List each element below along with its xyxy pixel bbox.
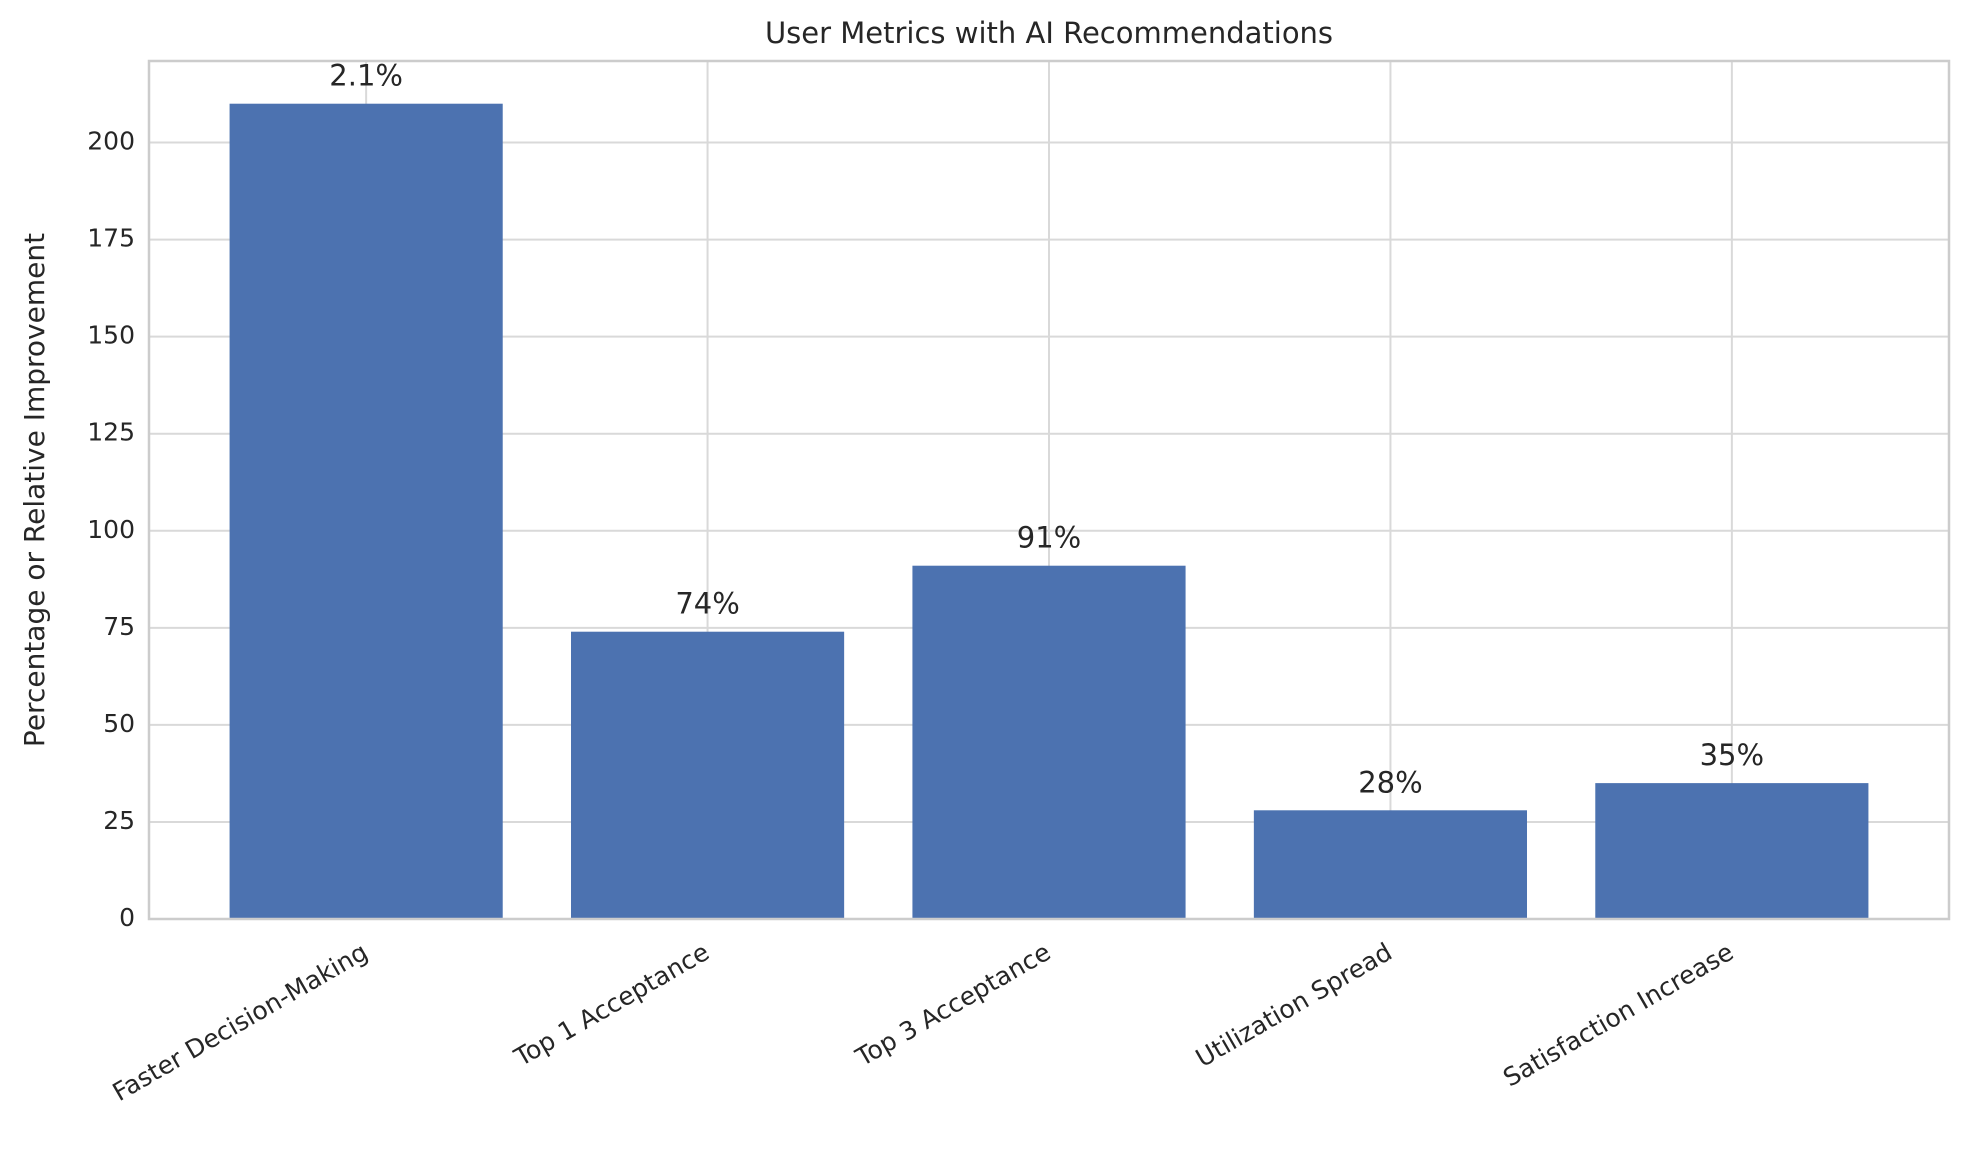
bar (1253, 810, 1527, 919)
value-label: 91% (1017, 521, 1081, 555)
value-label: 2.1% (329, 59, 403, 93)
y-tick-label: 125 (87, 418, 135, 447)
value-label: 74% (675, 587, 739, 621)
plot-frame (147, 59, 1951, 921)
x-tick-label: Top 3 Acceptance (850, 937, 1055, 1072)
bar (229, 103, 503, 920)
y-axis-label: Percentage or Relative Improvement (18, 233, 51, 747)
y-tick-label: 0 (119, 903, 135, 932)
y-tick-label: 100 (87, 515, 135, 544)
chart-title: User Metrics with AI Recommendations (765, 16, 1333, 50)
y-tick-label: 175 (87, 224, 135, 253)
x-tick-label: Faster Decision-Making (108, 937, 373, 1107)
value-label: 35% (1700, 738, 1764, 772)
x-tick-label: Satisfaction Increase (1498, 937, 1738, 1092)
value-label: 28% (1358, 765, 1422, 799)
x-tick-label: Top 1 Acceptance (509, 937, 714, 1072)
bar (1595, 783, 1869, 919)
bar (571, 631, 845, 919)
y-tick-label: 150 (87, 321, 135, 350)
y-tick-label: 50 (103, 709, 135, 738)
y-tick-label: 200 (87, 127, 135, 156)
y-tick-label: 75 (103, 612, 135, 641)
bar (912, 565, 1186, 919)
x-tick-label: Utilization Spread (1191, 937, 1397, 1073)
y-tick-label: 25 (103, 806, 135, 835)
